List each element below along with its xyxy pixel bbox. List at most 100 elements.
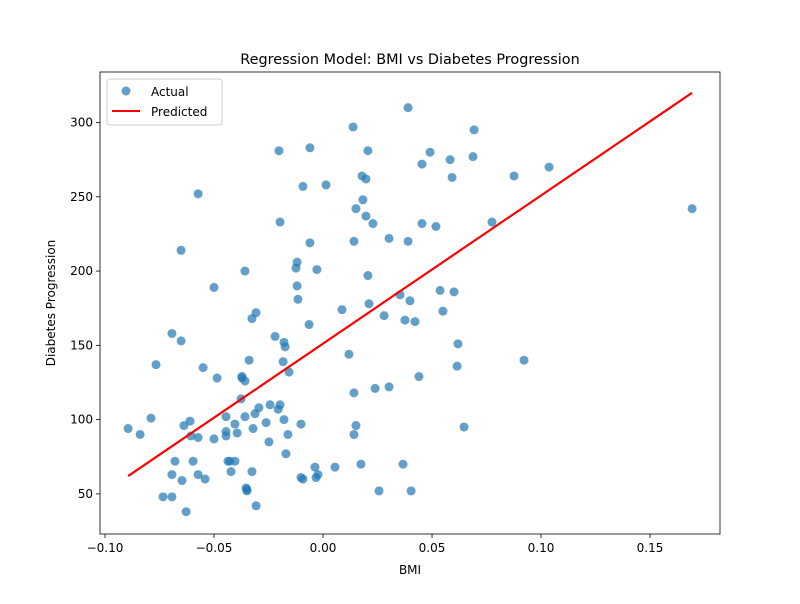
- data-point: [158, 492, 168, 502]
- data-point: [209, 282, 219, 292]
- data-point: [363, 271, 373, 281]
- data-point: [264, 437, 274, 447]
- data-point: [349, 236, 359, 246]
- data-point: [151, 360, 161, 370]
- data-point: [193, 470, 203, 480]
- data-point: [176, 336, 186, 346]
- legend: Actual Predicted: [106, 78, 223, 126]
- legend-label-actual: Actual: [151, 85, 189, 99]
- data-point: [209, 434, 219, 444]
- data-point: [293, 294, 303, 304]
- data-point: [242, 484, 252, 494]
- data-point: [230, 419, 240, 429]
- data-point: [176, 245, 186, 255]
- data-point: [296, 419, 306, 429]
- data-point: [406, 486, 416, 496]
- data-point: [275, 217, 285, 227]
- data-point: [358, 195, 368, 205]
- data-point: [361, 211, 371, 221]
- data-point: [167, 492, 177, 502]
- data-point: [431, 221, 441, 231]
- data-point: [398, 459, 408, 469]
- y-tick-label: 150: [70, 338, 93, 352]
- data-point: [312, 265, 322, 275]
- data-point: [240, 266, 250, 276]
- data-point: [284, 367, 294, 377]
- plot-area: [123, 91, 697, 517]
- data-point: [310, 462, 320, 472]
- data-point: [240, 376, 250, 386]
- data-point: [449, 287, 459, 297]
- data-point: [251, 308, 261, 318]
- x-axis: −0.10 −0.05 0.00 0.05 0.10 0.15: [87, 534, 663, 555]
- data-point: [417, 219, 427, 229]
- x-tick-label: −0.05: [196, 541, 233, 555]
- data-point: [198, 363, 208, 373]
- data-point: [414, 372, 424, 382]
- x-tick-label: −0.10: [87, 541, 124, 555]
- data-point: [275, 400, 285, 410]
- legend-label-predicted: Predicted: [151, 105, 207, 119]
- data-point: [304, 320, 314, 330]
- y-tick-label: 200: [70, 264, 93, 278]
- data-point: [298, 181, 308, 191]
- data-point: [230, 456, 240, 466]
- data-point: [247, 467, 257, 477]
- data-point: [410, 317, 420, 327]
- data-point: [405, 296, 415, 306]
- data-point: [226, 467, 236, 477]
- data-point: [279, 415, 289, 425]
- data-point: [356, 459, 366, 469]
- data-point: [240, 412, 250, 422]
- data-point: [368, 219, 378, 229]
- data-point: [425, 147, 435, 157]
- data-point: [292, 281, 302, 291]
- data-point: [221, 412, 231, 422]
- data-point: [351, 421, 361, 431]
- data-point: [193, 432, 203, 442]
- data-point: [384, 233, 394, 243]
- data-point: [170, 456, 180, 466]
- data-point: [403, 236, 413, 246]
- data-point: [363, 146, 373, 156]
- data-point: [337, 305, 347, 315]
- data-point: [349, 429, 359, 439]
- data-point: [146, 413, 156, 423]
- data-point: [254, 403, 264, 413]
- data-point: [123, 424, 133, 434]
- data-point: [459, 422, 469, 432]
- y-tick-label: 250: [70, 190, 93, 204]
- data-point: [370, 383, 380, 393]
- data-point: [403, 103, 413, 113]
- data-point: [321, 180, 331, 190]
- data-point: [167, 470, 177, 480]
- data-point: [283, 429, 293, 439]
- data-point: [447, 172, 457, 182]
- data-point: [349, 388, 359, 398]
- data-point: [519, 355, 529, 365]
- data-point: [438, 306, 448, 316]
- data-point: [305, 238, 315, 248]
- data-point: [351, 204, 361, 214]
- regression-line: [127, 91, 693, 477]
- data-point: [135, 429, 145, 439]
- data-point: [248, 424, 258, 434]
- data-point: [185, 416, 195, 426]
- data-point: [281, 449, 291, 459]
- y-tick-label: 50: [78, 487, 93, 501]
- data-point: [544, 162, 554, 172]
- data-point: [361, 174, 371, 184]
- chart-title: Regression Model: BMI vs Diabetes Progre…: [240, 52, 579, 68]
- data-point: [374, 486, 384, 496]
- data-point: [232, 428, 242, 438]
- data-point: [265, 400, 275, 410]
- y-tick-label: 300: [70, 116, 93, 130]
- data-point: [261, 418, 271, 428]
- data-point: [193, 189, 203, 199]
- data-point: [177, 476, 187, 486]
- data-point: [292, 257, 302, 267]
- data-point: [305, 143, 315, 153]
- x-axis-label: BMI: [399, 563, 421, 577]
- data-point: [278, 357, 288, 367]
